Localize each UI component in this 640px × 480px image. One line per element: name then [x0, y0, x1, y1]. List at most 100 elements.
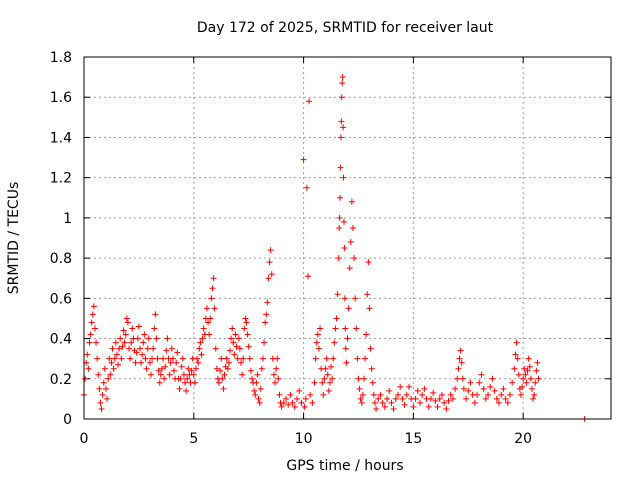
data-point [344, 335, 351, 342]
data-point [371, 399, 378, 406]
data-point [86, 339, 93, 346]
data-point [213, 365, 220, 372]
data-point [228, 335, 235, 342]
data-point [118, 355, 125, 362]
data-point [337, 194, 344, 201]
data-point [142, 355, 149, 362]
data-point [533, 367, 540, 374]
data-point [300, 156, 307, 163]
y-tick-label: 0 [63, 412, 72, 428]
data-point [210, 275, 217, 282]
data-point [243, 319, 250, 326]
data-point [149, 355, 156, 362]
data-point [150, 345, 157, 352]
data-point [342, 345, 349, 352]
x-tick-label: 15 [404, 431, 422, 447]
data-point [456, 355, 463, 362]
data-point [185, 365, 192, 372]
data-point [335, 255, 342, 262]
data-point [498, 391, 505, 398]
data-point [323, 355, 330, 362]
data-point [272, 379, 279, 386]
data-point [161, 375, 168, 382]
x-axis-label: GPS time / hours [286, 458, 403, 474]
data-point [273, 365, 280, 372]
data-point [231, 351, 238, 358]
data-point [399, 395, 406, 402]
data-point [160, 355, 167, 362]
data-point [306, 98, 313, 105]
data-point [152, 311, 159, 318]
data-point [530, 395, 537, 402]
data-point [113, 351, 120, 358]
data-point [232, 331, 239, 338]
x-tick-label: 20 [514, 431, 532, 447]
data-point [109, 345, 116, 352]
data-point [476, 379, 483, 386]
data-point [155, 367, 162, 374]
data-point [266, 259, 273, 266]
data-point [225, 359, 232, 366]
data-point [245, 343, 252, 350]
data-point [115, 361, 122, 368]
y-tick-label: 1.4 [50, 130, 72, 146]
data-point [156, 379, 163, 386]
data-point [457, 347, 464, 354]
data-point [234, 355, 241, 362]
data-point [256, 399, 263, 406]
data-point [275, 375, 282, 382]
y-tick-label: 1 [63, 211, 72, 227]
y-tick-label: 0.2 [50, 372, 72, 388]
data-point [146, 359, 153, 366]
data-point [340, 124, 347, 131]
data-point [480, 385, 487, 392]
data-point [195, 359, 202, 366]
data-point [347, 239, 354, 246]
data-point [421, 385, 428, 392]
data-point [258, 365, 265, 372]
data-point [528, 385, 535, 392]
data-point [296, 387, 303, 394]
data-point [331, 339, 338, 346]
data-point [343, 359, 350, 366]
data-point [478, 371, 485, 378]
data-point [303, 184, 310, 191]
data-point [107, 371, 114, 378]
data-point [430, 389, 437, 396]
data-point [360, 375, 367, 382]
data-point [312, 355, 319, 362]
data-point [349, 224, 356, 231]
data-point [229, 325, 236, 332]
data-point [145, 335, 152, 342]
data-point [491, 387, 498, 394]
data-point [200, 325, 207, 332]
data-point [363, 331, 370, 338]
data-point [192, 365, 199, 372]
data-point [198, 351, 205, 358]
data-point [307, 391, 314, 398]
data-point [254, 371, 261, 378]
data-point [143, 365, 150, 372]
data-point [416, 399, 423, 406]
data-point [532, 379, 539, 386]
data-point [388, 399, 395, 406]
data-point [340, 174, 347, 181]
data-point [514, 355, 521, 362]
plot-frame [83, 56, 612, 420]
x-tick-label: 5 [189, 431, 198, 447]
data-point [205, 319, 212, 326]
data-point [194, 355, 201, 362]
data-point [534, 359, 541, 366]
data-point [111, 355, 118, 362]
data-point [219, 375, 226, 382]
data-point [340, 218, 347, 225]
data-point [98, 405, 105, 412]
data-point [465, 387, 472, 394]
y-tick-label: 0.8 [50, 251, 72, 267]
data-point [392, 395, 399, 402]
data-point [370, 391, 377, 398]
data-point [517, 391, 524, 398]
data-point [218, 355, 225, 362]
data-point [108, 359, 115, 366]
data-point [124, 319, 131, 326]
